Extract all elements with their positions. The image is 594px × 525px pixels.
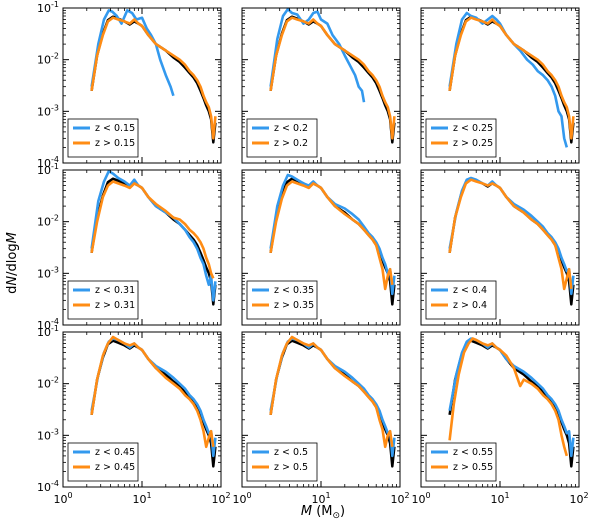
x-tick-label: 102 <box>211 491 230 506</box>
subplot-8: 100 101 102 z < 0.5 z > 0.5 <box>232 331 410 506</box>
legend-box <box>425 442 497 482</box>
legend-box <box>246 118 318 158</box>
legend-label: z > 0.2 <box>274 138 308 149</box>
x-tick-label: 100 <box>411 491 430 506</box>
legend-label: z > 0.31 <box>95 300 135 311</box>
legend-label: z < 0.15 <box>95 123 135 134</box>
y-tick-label: 10-1 <box>37 0 59 15</box>
subplot-7: 10-4 10-3 10-2 10-1 100 101 102 z < 0.45 z > 0.4… <box>37 324 231 506</box>
legend-box <box>425 280 497 320</box>
legend-box <box>67 280 139 320</box>
subplot-6: z < 0.4 z > 0.4 <box>420 169 580 326</box>
y-tick-label: 10-3 <box>37 265 59 280</box>
series-above-line <box>269 335 394 449</box>
legend-label: z < 0.35 <box>274 285 314 296</box>
legend-label: z < 0.25 <box>453 123 493 134</box>
subplot-9: 100 101 102 z < 0.55 z > 0.55 <box>411 331 589 506</box>
series-above-line <box>269 16 396 140</box>
x-axis-label: M (M⊙) <box>301 504 345 521</box>
legend-label: z < 0.31 <box>95 285 135 296</box>
legend-label: z > 0.15 <box>95 138 135 149</box>
legend-label: z > 0.5 <box>274 462 308 473</box>
y-tick-label: 10-2 <box>37 376 59 391</box>
series-above-line <box>90 16 217 140</box>
y-tick-label: 10-2 <box>37 52 59 67</box>
y-tick-label: 10-2 <box>37 214 59 229</box>
x-tick-label: 102 <box>390 491 409 506</box>
x-tick-label: 100 <box>232 491 251 506</box>
subplot-2: z < 0.2 z > 0.2 <box>241 7 401 164</box>
series-below-line <box>90 337 217 458</box>
y-axis-label: dN/dlogM <box>5 232 20 294</box>
subplot-1: 10-4 10-3 10-2 10-1 z < 0.15 z > 0.15 <box>37 0 222 170</box>
series-below-line <box>90 9 175 97</box>
legend-box <box>425 118 497 158</box>
series-below-line <box>448 337 575 458</box>
subplot-3: z < 0.25 z > 0.25 <box>420 7 580 164</box>
legend-box <box>246 442 318 482</box>
legend-label: z > 0.45 <box>95 462 135 473</box>
legend-label: z > 0.35 <box>274 300 314 311</box>
y-tick-label: 10-4 <box>37 317 59 332</box>
legend-box <box>246 280 318 320</box>
x-tick-label: 101 <box>311 491 330 506</box>
subplot-5: z < 0.35 z > 0.35 <box>241 169 401 326</box>
series-above-line <box>448 337 569 457</box>
legend-label: z < 0.5 <box>274 447 308 458</box>
legend-label: z > 0.25 <box>453 138 493 149</box>
y-tick-label: 10-1 <box>37 324 59 339</box>
x-tick-label: 100 <box>53 491 72 506</box>
series-above-line <box>448 178 573 291</box>
y-tick-label: 10-4 <box>37 155 59 170</box>
series-above-line <box>90 335 215 449</box>
legend-label: z < 0.4 <box>453 285 487 296</box>
series-below-line <box>269 8 366 103</box>
legend-label: z > 0.4 <box>453 300 487 311</box>
series-above-line <box>90 180 215 279</box>
legend-label: z < 0.2 <box>274 123 308 134</box>
legend-label: z < 0.45 <box>95 447 135 458</box>
x-tick-label: 102 <box>569 491 588 506</box>
subplot-4: 10-4 10-3 10-2 10-1 z < 0.31 z > 0.31 <box>37 162 222 332</box>
legend-label: z < 0.55 <box>453 447 493 458</box>
x-tick-label: 101 <box>132 491 151 506</box>
y-tick-label: 10-3 <box>37 103 59 118</box>
legend-label: z > 0.55 <box>453 462 493 473</box>
legend-box <box>67 118 139 158</box>
y-tick-label: 10-1 <box>37 162 59 177</box>
series-below-line <box>269 173 396 296</box>
x-tick-label: 101 <box>490 491 509 506</box>
legend-box <box>67 442 139 482</box>
y-tick-label: 10-4 <box>37 479 59 494</box>
y-tick-label: 10-3 <box>37 427 59 442</box>
series-above-line <box>448 16 575 140</box>
series-below-line <box>448 176 575 296</box>
series-above-line <box>269 180 394 291</box>
series-below-line <box>269 337 396 458</box>
